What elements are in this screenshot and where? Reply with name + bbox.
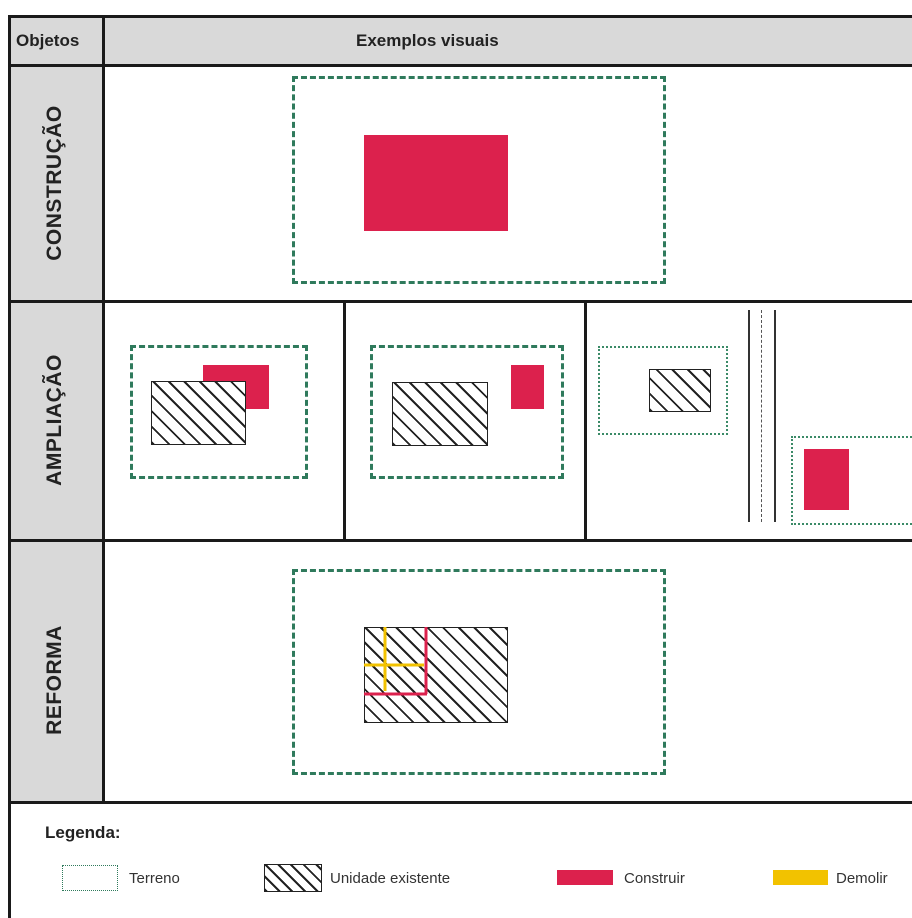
- unidade-existente: [649, 369, 711, 412]
- row-label-column-background: [10, 65, 103, 802]
- objects-header: Objetos: [16, 31, 80, 50]
- grid-line-header-bottom: [8, 64, 912, 67]
- terreno-boundary: [130, 345, 308, 479]
- legend-construir-label: Construir: [624, 870, 685, 887]
- street-line-outer-right: [774, 310, 776, 522]
- construir-area: [364, 135, 508, 231]
- row-label-construcao: CONSTRUÇÃO: [43, 105, 66, 261]
- grid-line-row2-bottom: [8, 539, 912, 542]
- grid-line-left: [8, 15, 11, 918]
- unidade-existente: [392, 382, 488, 446]
- reforma-lines: [364, 627, 428, 696]
- legend-terreno-label: Terreno: [129, 870, 180, 887]
- legend-demolir-swatch: [773, 870, 828, 885]
- grid-line-ampliacao-divider-2: [584, 300, 587, 541]
- construir-area: [511, 365, 544, 409]
- legend-unidade-swatch: [264, 864, 322, 892]
- grid-line-row3-bottom: [8, 801, 912, 804]
- grid-line-label-column: [102, 15, 105, 804]
- grid-line-ampliacao-divider-1: [343, 300, 346, 541]
- unidade-existente: [151, 381, 246, 445]
- terreno-boundary: [292, 569, 666, 775]
- terreno-boundary: [292, 76, 666, 284]
- terreno-boundary-1: [598, 346, 728, 435]
- header-background: [10, 17, 912, 65]
- legend-construir-swatch: [557, 870, 613, 885]
- row-label-reforma: REFORMA: [43, 625, 66, 735]
- legend-unidade-label: Unidade existente: [330, 870, 451, 887]
- unidade-existente: [364, 627, 508, 723]
- grid-line-row1-bottom: [8, 300, 912, 303]
- street-center-dashed-line: [761, 310, 762, 522]
- terreno-boundary-2: [791, 436, 912, 525]
- grid-line-top: [8, 15, 912, 18]
- legend-demolir-label: Demolir: [836, 870, 888, 887]
- legend-terreno-swatch: [62, 865, 118, 891]
- examples-header: Exemplos visuais: [356, 31, 499, 50]
- street-line-outer-left: [748, 310, 750, 522]
- row-label-ampliacao: AMPLIAÇÃO: [43, 354, 66, 486]
- terreno-boundary: [370, 345, 564, 479]
- legend-title: Legenda:: [45, 823, 121, 842]
- construir-area: [804, 449, 849, 510]
